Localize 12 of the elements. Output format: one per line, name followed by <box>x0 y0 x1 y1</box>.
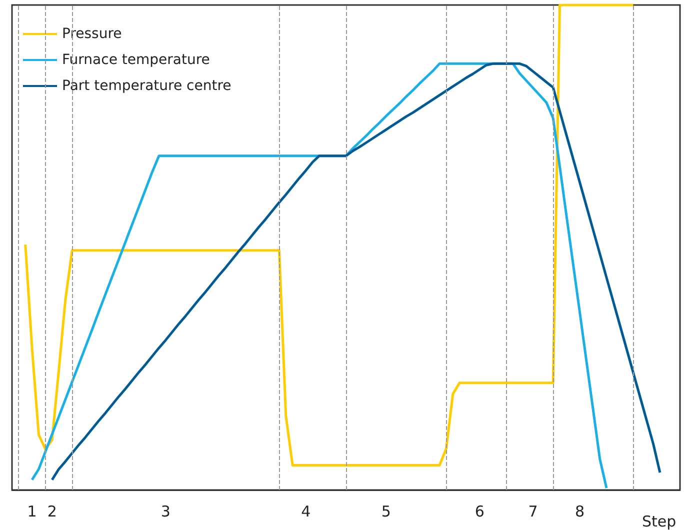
legend-label: Pressure <box>62 26 122 42</box>
x-tick-label: 1 <box>27 502 37 520</box>
x-tick-label: 3 <box>160 502 170 520</box>
x-tick-label: 7 <box>528 502 538 520</box>
legend-label: Part temperature centre <box>62 78 232 94</box>
legend-label: Furnace temperature <box>62 52 210 68</box>
x-tick-label: 6 <box>474 502 484 520</box>
x-tick-label: 2 <box>47 502 57 520</box>
x-tick-label: 8 <box>575 502 585 520</box>
x-tick-label: 4 <box>301 502 311 520</box>
x-tick-label: 5 <box>381 502 391 520</box>
x-axis-title: Step <box>642 512 676 530</box>
